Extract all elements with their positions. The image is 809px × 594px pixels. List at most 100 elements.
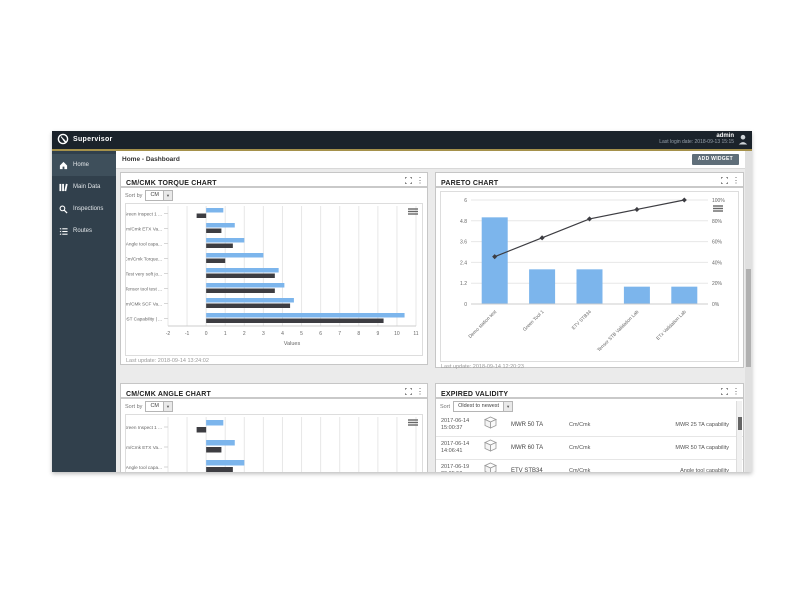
panel-menu-icon[interactable]: ⋮ [416, 175, 424, 185]
tool-box-icon [483, 416, 511, 434]
sidebar-item-home[interactable]: Home [52, 154, 116, 176]
sidebar-item-inspections[interactable]: Inspections [52, 198, 116, 220]
row-type: Cm/Cmk [569, 422, 591, 428]
pareto-category-label: ETV STB34 [571, 309, 593, 331]
panel-header: PARETO CHART ⋮ [436, 173, 743, 188]
top-bar: Supervisor admin Last login date: 2018-0… [52, 131, 752, 149]
bar-blue-series [206, 460, 245, 466]
breadcrumb[interactable]: Home - Dashboard [122, 156, 180, 163]
y-left-tick-label: 6 [464, 198, 467, 204]
bar-blue-series [206, 440, 235, 446]
breadcrumb-bar: Home - Dashboard ADD WIDGET [116, 151, 745, 169]
chart-context-menu-icon[interactable] [408, 208, 418, 215]
x-axis-title: Values [284, 341, 301, 347]
category-label: Green Inspect 1 ... [126, 425, 162, 430]
pareto-chart: 0 0% 1.2 20% 2.4 40% 3.6 60% 4.8 80% 6 100% Demo sta… [440, 191, 739, 362]
sort-row: Sort Oldest to newest ▼ [436, 399, 743, 414]
supervisor-app: Supervisor admin Last login date: 2018-0… [52, 131, 752, 472]
expand-icon[interactable] [721, 177, 728, 184]
expand-icon[interactable] [405, 177, 412, 184]
bar-blue-series [206, 253, 264, 258]
sort-select[interactable]: CM ▼ [145, 401, 173, 412]
expired-validity-row[interactable]: 2017-06-1920:05:50 ETV STB34 Cm/Cmk Angle t… [436, 460, 743, 472]
line-marker [681, 197, 687, 203]
y-left-tick-label: 0 [464, 302, 467, 308]
supervisor-logo-icon [57, 133, 69, 145]
chart-context-menu-icon[interactable] [713, 205, 723, 212]
chart-context-menu-icon[interactable] [408, 419, 418, 426]
accent-divider [52, 149, 752, 151]
sidebar-item-routes[interactable]: Routes [52, 220, 116, 242]
row-datetime: 2017-06-14 14:06:41 [441, 441, 470, 454]
category-label: Cm/CMk SCF Va... [126, 301, 162, 306]
pareto-category-label: Green Tool 1 [522, 309, 546, 333]
angle-chart-svg: Green Inspect 1 ... Cm/Cmk ETX Va... Angle… [123, 417, 418, 472]
y-left-tick-label: 3.6 [460, 240, 467, 246]
cumulative-line [494, 199, 685, 258]
expired-validity-list: 2017-06-14 15:00:37 MWR 50 TA Cm/Cmk MWR 25 … [436, 414, 743, 472]
row-capability: MWR 50 TA capability [675, 445, 729, 451]
sidebar-item-label: Routes [73, 228, 93, 234]
sidebar-item-main-data[interactable]: Main Data [52, 176, 116, 198]
y-left-tick-label: 1.2 [460, 281, 467, 287]
sort-row: Sort by CM ▼ [121, 399, 427, 414]
pareto-bar [529, 269, 556, 304]
sort-select[interactable]: CM ▼ [145, 190, 173, 201]
user-avatar-icon[interactable] [738, 134, 748, 145]
expand-icon[interactable] [721, 388, 728, 395]
x-tick-label: 2 [243, 331, 246, 337]
row-tool-name: ETV STB34 [511, 468, 543, 472]
bar-dark-series [206, 273, 275, 278]
expired-validity-panel: EXPIRED VALIDITY ⋮ Sort Oldest to newest… [435, 383, 744, 472]
sidebar-item-label: Home [73, 162, 90, 168]
bar-blue-series [206, 268, 279, 273]
bar-blue-series [206, 208, 224, 213]
bar-blue-series [206, 223, 235, 228]
expand-icon[interactable] [405, 388, 412, 395]
list-scrollbar-thumb[interactable] [738, 417, 742, 430]
page-scrollbar-thumb[interactable] [746, 269, 751, 367]
page-scrollbar[interactable] [745, 151, 752, 472]
bar-dark-series [206, 447, 222, 453]
panel-menu-icon[interactable]: ⋮ [732, 175, 740, 185]
sort-select[interactable]: Oldest to newest ▼ [453, 401, 514, 412]
x-tick-label: 4 [281, 331, 284, 337]
category-label: QST Capability | ... [126, 316, 162, 321]
x-tick-label: 9 [376, 331, 379, 337]
bar-dark-series [206, 318, 384, 323]
category-label: Tensor tool test ... [126, 286, 162, 291]
add-widget-button[interactable]: ADD WIDGET [691, 154, 739, 165]
row-datetime: 2017-06-1920:05:50 [441, 464, 470, 472]
tool-box-icon [483, 439, 511, 457]
y-right-tick-label: 0% [712, 302, 720, 308]
line-marker [634, 206, 640, 213]
user-name: admin [716, 133, 734, 139]
bar-dark-series [206, 243, 233, 248]
panel-title: CM/CMK TORQUE CHART [126, 180, 217, 187]
panel-menu-icon[interactable]: ⋮ [416, 386, 424, 396]
sidebar: Home Main Data Inspections [52, 151, 116, 472]
x-tick-label: 3 [262, 331, 265, 337]
bar-blue-series [206, 238, 245, 243]
panel-title: PARETO CHART [441, 180, 499, 187]
line-marker [539, 235, 545, 241]
user-info[interactable]: admin Last login date: 2018-09-13 15:15 [659, 133, 734, 145]
list-scrollbar[interactable] [736, 401, 742, 472]
category-label: Cm/Cmk Torque... [126, 256, 162, 261]
last-update-text: Last update: 2018-09-14 13:24:02 [126, 358, 209, 364]
pareto-bar [623, 286, 650, 304]
y-right-tick-label: 40% [712, 260, 723, 266]
panel-menu-icon[interactable]: ⋮ [732, 386, 740, 396]
panel-title: EXPIRED VALIDITY [441, 391, 509, 398]
bar-dark-series [206, 288, 275, 293]
sort-select-value: Oldest to newest [458, 403, 500, 409]
expired-validity-row[interactable]: 2017-06-14 15:00:37 MWR 50 TA Cm/Cmk MWR 25 … [436, 414, 743, 437]
expired-validity-row[interactable]: 2017-06-14 14:06:41 MWR 60 TA Cm/Cmk MWR 50 … [436, 437, 743, 460]
pareto-bar [576, 269, 603, 304]
chevron-down-icon: ▼ [163, 191, 172, 200]
sort-select-value: CM [150, 403, 159, 409]
sort-label: Sort by [125, 192, 143, 199]
x-tick-label: -1 [185, 331, 190, 337]
x-tick-label: 8 [357, 331, 360, 337]
torque-chart-panel: CM/CMK TORQUE CHART ⋮ Sort by CM ▼ Green… [120, 172, 428, 365]
